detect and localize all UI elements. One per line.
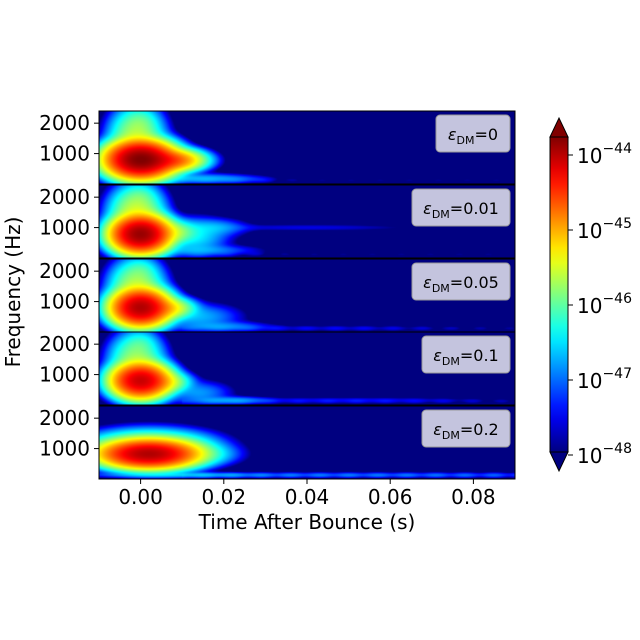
x-tick-label: 0.00 bbox=[118, 485, 163, 509]
legend-frame bbox=[435, 114, 511, 153]
y-tick-label: 2000 bbox=[39, 406, 90, 430]
colorbar-frame bbox=[549, 136, 569, 453]
colorbar-extend-bottom bbox=[549, 451, 569, 473]
colorbar-tick-label: 10−46 bbox=[577, 291, 632, 318]
panel-frame bbox=[98, 331, 516, 406]
panel-frame bbox=[98, 184, 516, 259]
legend-label: εDM=0.1 bbox=[433, 346, 498, 368]
colorbar-gradient bbox=[550, 137, 568, 452]
y-tick-label: 2000 bbox=[39, 185, 90, 209]
legend-frame bbox=[411, 262, 511, 301]
y-tick-label: 2000 bbox=[39, 259, 90, 283]
colorbar-extend-top bbox=[549, 116, 569, 138]
y-tick-label: 1000 bbox=[39, 142, 90, 166]
panel-frame bbox=[98, 110, 516, 185]
y-axes: 1000 2000 1000 2000 1000 2000 1000 2000 1000 2000 bbox=[39, 111, 99, 461]
legend-frame bbox=[411, 188, 511, 227]
legend-label: εDM=0.2 bbox=[433, 420, 498, 442]
y-tick-label: 2000 bbox=[39, 332, 90, 356]
legend-frame bbox=[421, 409, 511, 448]
x-tick-label: 0.08 bbox=[451, 485, 496, 509]
spectrogram-panel: εDM=0 bbox=[98, 110, 516, 185]
y-axis-label: Frequency (Hz) bbox=[1, 217, 25, 368]
x-tick-label: 0.04 bbox=[285, 485, 330, 509]
colorbar-tick-label: 10−47 bbox=[577, 366, 632, 393]
spectrogram-panel: εDM=0.05 bbox=[98, 258, 516, 333]
colorbar: 10−44 10−45 10−46 10−47 10−48 bbox=[549, 116, 632, 473]
legend-box: εDM=0.05 bbox=[411, 262, 511, 301]
legend-label: εDM=0.05 bbox=[423, 273, 499, 295]
legend-label: εDM=0 bbox=[448, 125, 498, 147]
spectrogram-panel: εDM=0.1 bbox=[98, 331, 516, 406]
x-axis: 0.00 0.02 0.04 0.06 0.08 bbox=[118, 479, 496, 509]
legend-box: εDM=0.2 bbox=[421, 409, 511, 448]
x-axis-label: Time After Bounce (s) bbox=[198, 510, 416, 534]
legend-box: εDM=0 bbox=[435, 114, 511, 153]
spectrogram-panel: εDM=0.2 bbox=[98, 405, 516, 480]
legend-frame bbox=[421, 335, 511, 374]
colorbar-tick-label: 10−44 bbox=[577, 141, 632, 168]
legend-label: εDM=0.01 bbox=[423, 199, 499, 221]
y-tick-label: 1000 bbox=[39, 363, 90, 387]
legend-box: εDM=0.1 bbox=[421, 335, 511, 374]
x-tick-label: 0.06 bbox=[368, 485, 413, 509]
y-tick-label: 1000 bbox=[39, 437, 90, 461]
y-tick-label: 1000 bbox=[39, 216, 90, 240]
colorbar-tick-label: 10−48 bbox=[577, 441, 632, 468]
y-tick-label: 1000 bbox=[39, 290, 90, 314]
colorbar-tick-label: 10−45 bbox=[577, 216, 632, 243]
legend-box: εDM=0.01 bbox=[411, 188, 511, 227]
x-tick-label: 0.02 bbox=[202, 485, 247, 509]
panels: εDM=0 εDM=0.01 εDM=0.05 εDM=0.1 εDM=0.2 bbox=[98, 110, 516, 480]
y-tick-label: 2000 bbox=[39, 111, 90, 135]
spectrogram-panel: εDM=0.01 bbox=[98, 184, 516, 259]
